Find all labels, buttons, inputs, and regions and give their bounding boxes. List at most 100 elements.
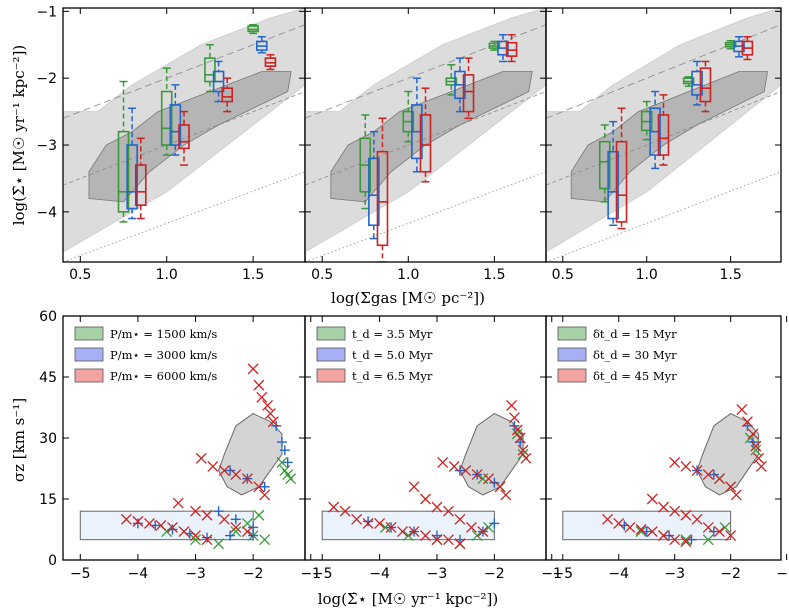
panel-top-right: 0.5 1.0 1.5 xyxy=(545,7,782,283)
legend-label-green: t_d = 3.5 Myr xyxy=(352,327,433,341)
blue-box-2 xyxy=(691,60,703,106)
green-box-3 xyxy=(247,23,259,35)
red-point-26 xyxy=(506,400,518,411)
red-point-16 xyxy=(669,456,681,468)
green-box-2 xyxy=(445,64,458,96)
blue-box-2 xyxy=(454,57,466,113)
blue-point-7 xyxy=(454,465,465,476)
blue-box-3 xyxy=(255,35,268,54)
ytick-label: 15 xyxy=(39,492,57,508)
red-point-26 xyxy=(750,440,762,452)
red-point-28 xyxy=(511,424,523,436)
red-point-3 xyxy=(635,524,647,535)
blue-box-0 xyxy=(126,107,138,220)
blue-point-10 xyxy=(509,420,520,431)
box xyxy=(221,87,234,103)
panel-bottom-middle: t_d = 3.5 Myr t_d = 5.0 Myr t_d = 6.5 Myr −… xyxy=(304,315,562,582)
blue-point-10 xyxy=(225,465,236,476)
xtick-label: 0.5 xyxy=(311,267,333,283)
red-box-0 xyxy=(134,137,147,220)
red-point-19 xyxy=(437,456,449,468)
blue-point-6 xyxy=(489,518,500,529)
legend-swatch-green xyxy=(316,326,346,341)
red-point-22 xyxy=(471,469,483,481)
xtick-label: 1.0 xyxy=(156,267,178,283)
box xyxy=(462,74,475,113)
red-point-22 xyxy=(253,379,265,391)
top-xlabel: log(Σgas [M☉ pc⁻²]) xyxy=(331,289,485,307)
red-point-1 xyxy=(613,517,625,529)
xtick-label: 0.5 xyxy=(552,267,574,283)
box xyxy=(419,114,432,173)
xtick-label: −2 xyxy=(243,566,264,582)
red-point-8 xyxy=(420,530,431,542)
red-point-0 xyxy=(328,501,340,513)
green-point-3 xyxy=(702,534,714,546)
xtick-label: −2 xyxy=(720,566,741,582)
red-point-10 xyxy=(669,505,681,517)
red-point-9 xyxy=(431,534,443,546)
xtick-label: −4 xyxy=(369,566,390,582)
blue-point-5 xyxy=(225,530,236,541)
legend: P/m⋆ = 1500 km/s P/m⋆ = 3000 km/s P/m⋆ = 6… xyxy=(74,326,217,383)
dotted-line xyxy=(305,171,546,262)
legend-swatch-blue xyxy=(316,347,346,362)
red-point-6 xyxy=(397,526,409,537)
red-point-9 xyxy=(658,501,669,513)
legend-swatch-red xyxy=(557,368,587,383)
green-point-1 xyxy=(402,530,414,542)
legend: t_d = 3.5 Myr t_d = 5.0 Myr t_d = 6.5 Myr xyxy=(316,326,433,383)
red-point-0 xyxy=(602,513,614,525)
red-box-1 xyxy=(419,87,432,183)
red-point-5 xyxy=(385,522,397,533)
red-point-21 xyxy=(247,363,259,375)
blue-box-0 xyxy=(368,130,380,240)
blue-point-2 xyxy=(664,530,675,541)
blue-point-9 xyxy=(248,522,259,533)
legend-label-blue: δt_d = 30 Myr xyxy=(593,348,677,362)
red-point-20 xyxy=(448,461,460,472)
red-box-2 xyxy=(462,57,475,120)
dark-region xyxy=(570,71,769,203)
red-point-17 xyxy=(465,522,477,533)
green-point-0 xyxy=(379,522,391,533)
legend-swatch-green xyxy=(557,326,587,341)
blue-box-1 xyxy=(649,90,661,170)
obs-region-rect xyxy=(79,510,254,541)
red-point-4 xyxy=(167,522,178,533)
xtick-label: −3 xyxy=(664,566,685,582)
xtick-label: −4 xyxy=(608,566,629,582)
bottom-ylabel: σz [km s⁻¹] xyxy=(10,398,28,482)
red-point-21 xyxy=(460,465,472,476)
green-point-2 xyxy=(213,538,225,550)
xtick-label: −2 xyxy=(484,566,505,582)
green-point-1 xyxy=(190,534,201,546)
red-point-4 xyxy=(646,526,658,537)
blue-point-0 xyxy=(363,516,374,527)
ytick-label: 45 xyxy=(39,370,57,386)
blue-point-9 xyxy=(489,477,500,488)
red-point-15 xyxy=(207,461,219,472)
red-box-1 xyxy=(178,110,190,166)
red-point-0 xyxy=(120,513,132,525)
frame xyxy=(545,7,782,263)
green-point-8 xyxy=(276,456,288,468)
blue-point-8 xyxy=(230,514,241,525)
ytick-label: 30 xyxy=(39,431,57,447)
legend-label-blue: t_d = 5.0 Myr xyxy=(352,348,433,362)
red-point-13 xyxy=(241,526,253,537)
dashdot-line xyxy=(305,91,546,186)
xtick-label: 1.5 xyxy=(483,267,505,283)
red-point-19 xyxy=(702,469,714,481)
xtick-label: 1.0 xyxy=(397,267,419,283)
legend-swatch-red xyxy=(74,368,104,383)
box xyxy=(117,130,130,213)
box xyxy=(134,164,147,206)
xtick-label: −1 xyxy=(541,566,562,582)
green-box-2 xyxy=(204,44,216,93)
red-point-21 xyxy=(725,481,737,493)
red-point-14 xyxy=(713,526,725,537)
red-point-18 xyxy=(691,465,703,476)
blue-box-1 xyxy=(411,77,423,173)
